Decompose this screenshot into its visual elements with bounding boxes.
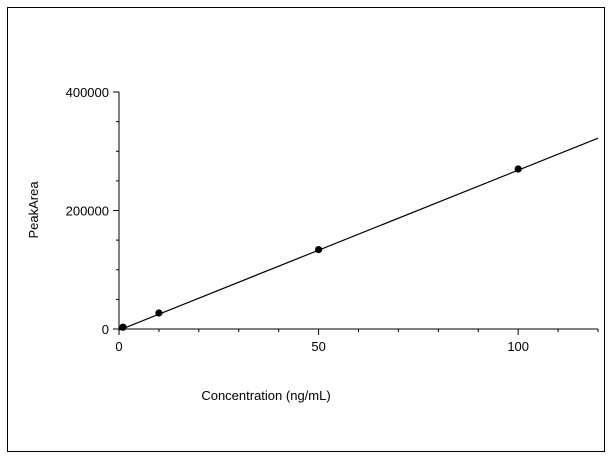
axis-tick-labels: 0 50 100 0 200000 400000 xyxy=(66,85,529,354)
axis-ticks xyxy=(113,91,599,335)
data-point xyxy=(514,165,522,173)
y-tick-label: 400000 xyxy=(66,85,109,100)
x-tick-label: 100 xyxy=(507,339,529,354)
x-tick-label: 50 xyxy=(311,339,325,354)
data-point xyxy=(155,309,163,317)
data-point xyxy=(314,246,323,254)
y-tick-label: 0 xyxy=(102,322,109,337)
y-axis-label: PeakArea xyxy=(26,181,41,239)
chart-axes xyxy=(118,92,598,330)
chart-svg: 0 50 100 0 200000 400000 Concentration (ng/mL… xyxy=(26,85,599,403)
data-point xyxy=(119,323,127,331)
fit-line xyxy=(118,137,599,331)
x-tick-label: 0 xyxy=(115,339,122,354)
x-axis-label: Concentration (ng/mL) xyxy=(201,388,330,403)
y-tick-label: 200000 xyxy=(66,204,109,219)
data-points xyxy=(119,165,522,331)
chart-frame: 0 50 100 0 200000 400000 Concentration (ng/mL… xyxy=(7,7,605,452)
fit-line-group xyxy=(118,137,599,331)
